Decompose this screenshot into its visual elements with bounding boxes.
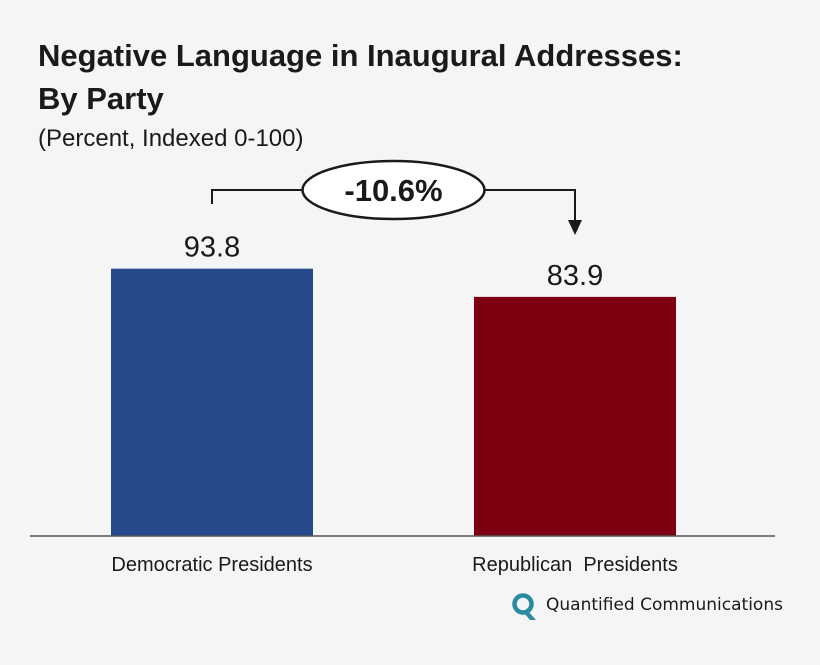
chart-title-line1: Negative Language in Inaugural Addresses…	[38, 38, 683, 73]
category-label-1: Republican Presidents	[472, 554, 678, 576]
q-logo-icon	[512, 593, 536, 620]
brand-logo: Quantified Communications	[512, 593, 783, 620]
bar-0	[111, 268, 313, 536]
bar-1	[474, 296, 676, 536]
data-label-0: 93.8	[184, 232, 240, 264]
change-label: -10.6%	[344, 173, 442, 208]
brand-name: Quantified Communications	[546, 595, 783, 615]
arrow-down-icon	[568, 220, 582, 235]
bars-layer: 93.8 Democratic Presidents 83.9 Republican …	[111, 232, 678, 576]
change-annotation: -10.6%	[211, 159, 582, 235]
data-label-1: 83.9	[547, 260, 603, 292]
category-label-0: Democratic Presidents	[111, 554, 312, 576]
chart-subtitle: (Percent, Indexed 0-100)	[38, 125, 304, 152]
change-bubble	[301, 159, 486, 221]
chart-title-line2: By Party	[38, 81, 165, 116]
